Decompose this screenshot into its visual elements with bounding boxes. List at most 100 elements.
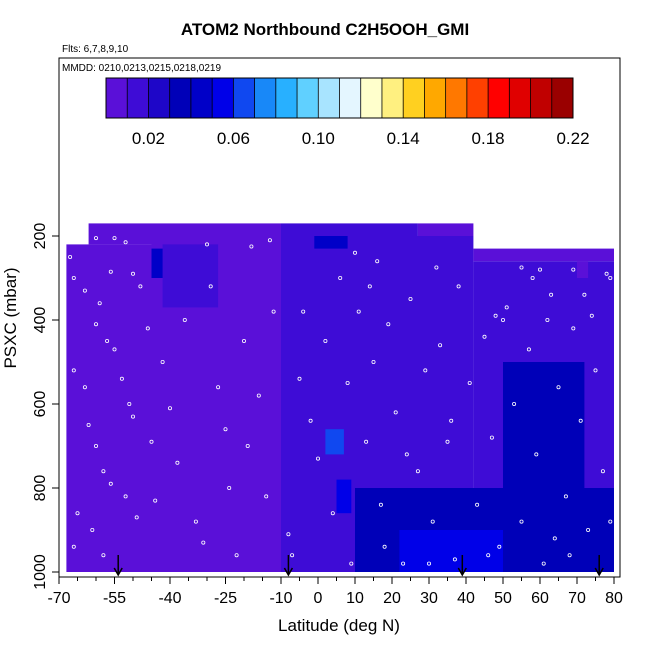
x-tick-label: 0 xyxy=(314,590,323,607)
observation-point xyxy=(534,452,539,457)
observation-point xyxy=(241,338,246,343)
observation-point xyxy=(367,284,372,289)
observation-point xyxy=(108,481,113,486)
colorbar-segment xyxy=(466,78,489,118)
heatmap-cell xyxy=(325,429,344,455)
colorbar-segment xyxy=(509,78,532,118)
observation-point xyxy=(489,435,494,440)
observation-point xyxy=(68,254,73,259)
chart-title: ATOM2 Northbound C2H5OOH_GMI xyxy=(181,20,469,39)
x-tick-label: -25 xyxy=(214,590,237,607)
x-tick-label: 70 xyxy=(568,590,586,607)
observation-point xyxy=(193,519,198,524)
colorbar xyxy=(105,77,574,119)
colorbar-segment xyxy=(381,78,404,118)
heatmap-cell xyxy=(281,236,355,572)
observation-point xyxy=(245,443,250,448)
flight-markers xyxy=(113,555,604,577)
colorbar-segment xyxy=(106,78,128,118)
heatmap-cell xyxy=(503,362,585,530)
x-tick-label: -10 xyxy=(269,590,292,607)
colorbar-segment xyxy=(339,78,362,118)
observation-point xyxy=(101,553,106,558)
x-tick-label: -55 xyxy=(103,590,126,607)
colorbar-segment xyxy=(360,78,383,118)
observation-points xyxy=(68,236,613,566)
observation-point xyxy=(97,301,102,306)
observation-point xyxy=(338,275,343,280)
y-tick-label: 400 xyxy=(32,307,49,334)
observation-point xyxy=(430,519,435,524)
colorbar-segment xyxy=(169,78,192,118)
colorbar-segment xyxy=(190,78,213,118)
observation-point xyxy=(264,494,269,499)
colorbar-segment xyxy=(297,78,319,118)
observation-point xyxy=(108,269,113,274)
observation-point xyxy=(530,275,535,280)
observation-point xyxy=(71,368,76,373)
observation-point xyxy=(445,439,450,444)
observation-point xyxy=(308,418,313,423)
colorbar-tick-label: 0.18 xyxy=(472,129,505,148)
colorbar-segment xyxy=(148,78,171,118)
x-tick-label: 40 xyxy=(457,590,475,607)
observation-point xyxy=(138,284,143,289)
flight-marker-head xyxy=(283,567,294,577)
colorbar-segment xyxy=(530,78,553,118)
observation-point xyxy=(349,561,354,566)
observation-point xyxy=(75,511,80,516)
observation-point xyxy=(563,494,568,499)
x-tick-label: 10 xyxy=(346,590,364,607)
heatmap xyxy=(66,223,614,572)
x-tick-label: 60 xyxy=(531,590,549,607)
colorbar-segment xyxy=(488,78,510,118)
observation-point xyxy=(589,313,594,318)
colorbar-segment xyxy=(233,78,256,118)
observation-point xyxy=(227,485,232,490)
observation-point xyxy=(571,326,576,331)
observation-point xyxy=(586,528,591,533)
observation-point xyxy=(604,271,609,276)
colorbar-segment xyxy=(318,78,340,118)
observation-point xyxy=(204,242,209,247)
observation-point xyxy=(160,359,165,364)
heatmap-cell xyxy=(355,236,474,488)
observation-point xyxy=(101,469,106,474)
x-axis-label: Latitude (deg N) xyxy=(278,616,400,635)
observation-point xyxy=(526,347,531,352)
observation-point xyxy=(286,532,291,537)
observation-point xyxy=(315,456,320,461)
y-tick-label: 1000 xyxy=(32,554,49,590)
observation-point xyxy=(119,376,124,381)
observation-point xyxy=(504,305,509,310)
observation-point xyxy=(167,406,172,411)
x-tick-label: 20 xyxy=(383,590,401,607)
flight-marker-head xyxy=(594,567,604,577)
observation-point xyxy=(234,553,239,558)
observation-point xyxy=(500,317,505,322)
observation-point xyxy=(408,296,413,301)
observation-point xyxy=(90,528,95,533)
observation-point xyxy=(345,380,350,385)
y-tick-label: 600 xyxy=(32,391,49,418)
observation-point xyxy=(356,309,361,314)
observation-point xyxy=(393,410,398,415)
observation-point xyxy=(127,401,132,406)
observation-point xyxy=(71,275,76,280)
observation-point xyxy=(223,427,228,432)
observation-point xyxy=(552,536,557,541)
flight-marker-head xyxy=(113,567,123,577)
observation-point xyxy=(549,292,554,297)
flights-label: Flts: 6,7,8,9,10 xyxy=(62,44,129,55)
observation-point xyxy=(538,267,543,272)
heatmap-cell xyxy=(473,248,614,262)
y-axis-label: PSXC (mbar) xyxy=(1,267,20,368)
colorbar-segment xyxy=(445,78,468,118)
observation-point xyxy=(256,393,261,398)
observation-point xyxy=(486,553,491,558)
dates-label: MMDD: 0210,0213,0215,0218,0219 xyxy=(62,63,221,74)
y-tick-label: 200 xyxy=(32,223,49,250)
observation-point xyxy=(608,275,613,280)
plot-frame xyxy=(58,57,621,578)
observation-point xyxy=(382,544,387,549)
